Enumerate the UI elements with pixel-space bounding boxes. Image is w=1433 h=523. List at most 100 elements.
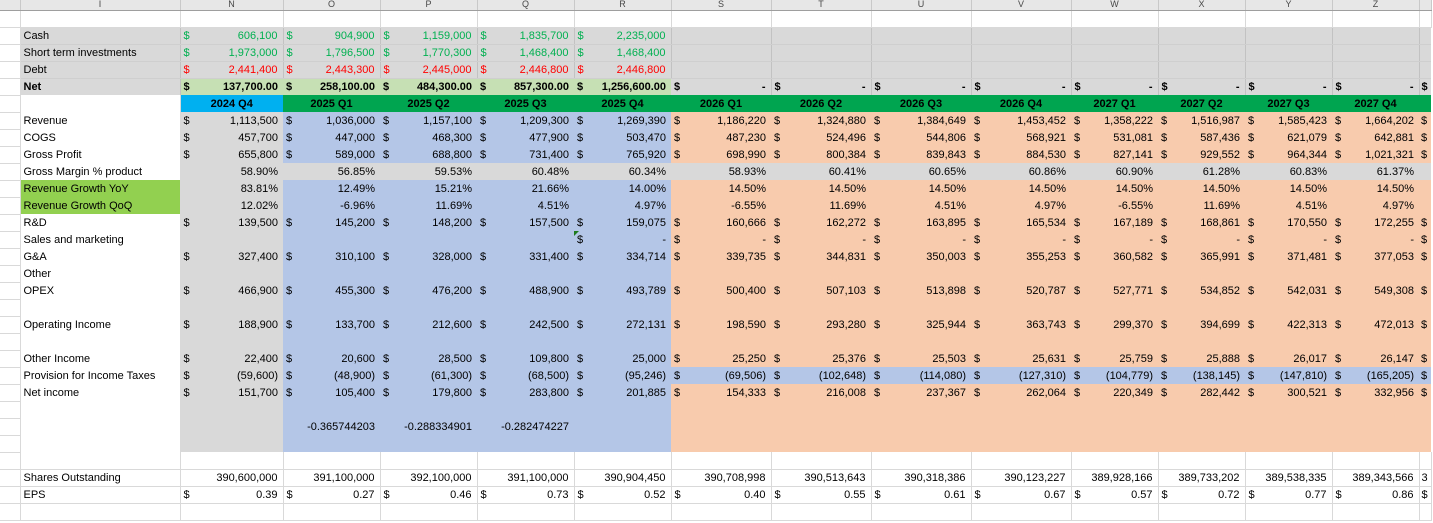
cell[interactable] xyxy=(477,435,574,452)
cell[interactable]: $137,700.00 xyxy=(180,77,283,95)
cell[interactable]: $0.52 xyxy=(574,486,672,504)
cell[interactable]: $328,000 xyxy=(380,248,477,265)
cell[interactable]: $0.73 xyxy=(477,486,575,504)
cell[interactable]: 58.90% xyxy=(180,163,283,180)
cell[interactable] xyxy=(1419,197,1431,214)
cell[interactable] xyxy=(574,418,671,435)
cell[interactable]: $ xyxy=(1419,282,1431,299)
cell[interactable] xyxy=(283,435,380,452)
quarter-header[interactable]: 2027 Q3 xyxy=(1245,95,1332,112)
cell[interactable]: $731,400 xyxy=(477,146,574,163)
cell[interactable]: $1,585,423 xyxy=(1245,112,1332,129)
cell[interactable] xyxy=(971,265,1071,282)
cell[interactable]: $168,861 xyxy=(1158,214,1245,231)
column-letter[interactable]: O xyxy=(283,0,381,11)
cell[interactable]: 4.97% xyxy=(971,197,1071,214)
cell[interactable]: $468,300 xyxy=(380,129,477,146)
cell[interactable]: $1,770,300 xyxy=(380,44,478,62)
cell[interactable] xyxy=(1419,44,1431,62)
cell[interactable]: $ - xyxy=(1245,231,1332,248)
cell[interactable] xyxy=(1071,401,1158,418)
cell[interactable] xyxy=(180,418,283,435)
cell[interactable] xyxy=(574,10,672,28)
cell[interactable]: 4.51% xyxy=(871,197,971,214)
cell[interactable] xyxy=(574,401,671,418)
cell[interactable] xyxy=(1332,452,1420,470)
cell[interactable]: $ (68,500) xyxy=(477,367,574,384)
cell[interactable] xyxy=(1071,333,1158,350)
cell[interactable]: $507,103 xyxy=(771,282,871,299)
cell[interactable]: $220,349 xyxy=(1071,384,1158,401)
cell[interactable] xyxy=(380,452,478,470)
cell[interactable]: -6.96% xyxy=(283,197,380,214)
cell[interactable] xyxy=(1158,265,1245,282)
cell[interactable]: $331,400 xyxy=(477,248,574,265)
cell[interactable]: 60.86% xyxy=(971,163,1071,180)
cell[interactable]: $1,835,700 xyxy=(477,27,575,45)
cell[interactable]: $ xyxy=(1419,146,1431,163)
cell[interactable]: 60.65% xyxy=(871,163,971,180)
cell[interactable]: $1,256,600.00 xyxy=(574,77,671,95)
cell[interactable]: $148,200 xyxy=(380,214,477,231)
cell[interactable] xyxy=(1419,10,1432,28)
cell[interactable]: $332,956 xyxy=(1332,384,1419,401)
cell[interactable]: $447,000 xyxy=(283,129,380,146)
cell[interactable]: $0.57 xyxy=(1071,486,1159,504)
cell[interactable] xyxy=(1332,27,1420,45)
cell[interactable]: $1,358,222 xyxy=(1071,112,1158,129)
cell[interactable] xyxy=(180,10,284,28)
cell[interactable] xyxy=(871,27,972,45)
cell[interactable] xyxy=(1071,299,1158,316)
cell[interactable] xyxy=(671,452,772,470)
cell[interactable]: $145,200 xyxy=(283,214,380,231)
cell[interactable]: $ - xyxy=(1332,231,1419,248)
cell[interactable]: $258,100.00 xyxy=(283,77,380,95)
cell[interactable]: $25,759 xyxy=(1071,350,1158,367)
cell[interactable]: 391,100,000 xyxy=(283,469,381,487)
cell[interactable] xyxy=(380,401,477,418)
cell[interactable]: $28,500 xyxy=(380,350,477,367)
cell[interactable]: $1,209,300 xyxy=(477,112,574,129)
cell[interactable]: $ xyxy=(1419,316,1431,333)
cell[interactable]: $488,900 xyxy=(477,282,574,299)
cell[interactable] xyxy=(477,401,574,418)
cell[interactable] xyxy=(1245,265,1332,282)
cell[interactable]: $22,400 xyxy=(180,350,283,367)
cell[interactable] xyxy=(1245,10,1333,28)
cell[interactable]: $293,280 xyxy=(771,316,871,333)
quarter-header[interactable]: 2027 Q4 xyxy=(1332,95,1419,112)
cell[interactable]: 61.37% xyxy=(1332,163,1419,180)
cell[interactable]: $2,441,400 xyxy=(180,61,284,79)
cell[interactable]: 15.21% xyxy=(380,180,477,197)
cell[interactable]: $1,159,000 xyxy=(380,27,478,45)
cell[interactable]: $283,800 xyxy=(477,384,574,401)
row-label[interactable]: COGS xyxy=(20,129,181,146)
cell[interactable]: $ (102,648) xyxy=(771,367,871,384)
cell[interactable]: $765,920 xyxy=(574,146,671,163)
cell[interactable]: $ (147,810) xyxy=(1245,367,1332,384)
cell[interactable] xyxy=(1158,61,1246,79)
cell[interactable]: $1,664,202 xyxy=(1332,112,1419,129)
cell[interactable]: $ - xyxy=(574,231,671,248)
row-label[interactable]: Operating Income xyxy=(20,316,181,333)
cell[interactable]: 14.00% xyxy=(574,180,671,197)
cell[interactable]: $500,400 xyxy=(671,282,771,299)
cell[interactable]: 4.97% xyxy=(574,197,671,214)
cell[interactable]: $ xyxy=(1419,248,1431,265)
cell[interactable] xyxy=(771,265,871,282)
cell[interactable]: $531,081 xyxy=(1071,129,1158,146)
cell[interactable] xyxy=(380,333,477,350)
cell[interactable] xyxy=(671,418,771,435)
cell[interactable] xyxy=(180,265,283,282)
cell[interactable]: $ (95,246) xyxy=(574,367,671,384)
cell[interactable]: $ xyxy=(1419,112,1431,129)
cell[interactable]: $2,443,300 xyxy=(283,61,381,79)
cell[interactable]: $587,436 xyxy=(1158,129,1245,146)
cell[interactable]: $0.27 xyxy=(283,486,381,504)
cell[interactable] xyxy=(1245,27,1333,45)
cell[interactable]: $167,189 xyxy=(1071,214,1158,231)
cell[interactable]: $2,235,000 xyxy=(574,27,672,45)
cell[interactable] xyxy=(380,435,477,452)
cell[interactable] xyxy=(671,44,772,62)
cell[interactable]: 83.81% xyxy=(180,180,283,197)
